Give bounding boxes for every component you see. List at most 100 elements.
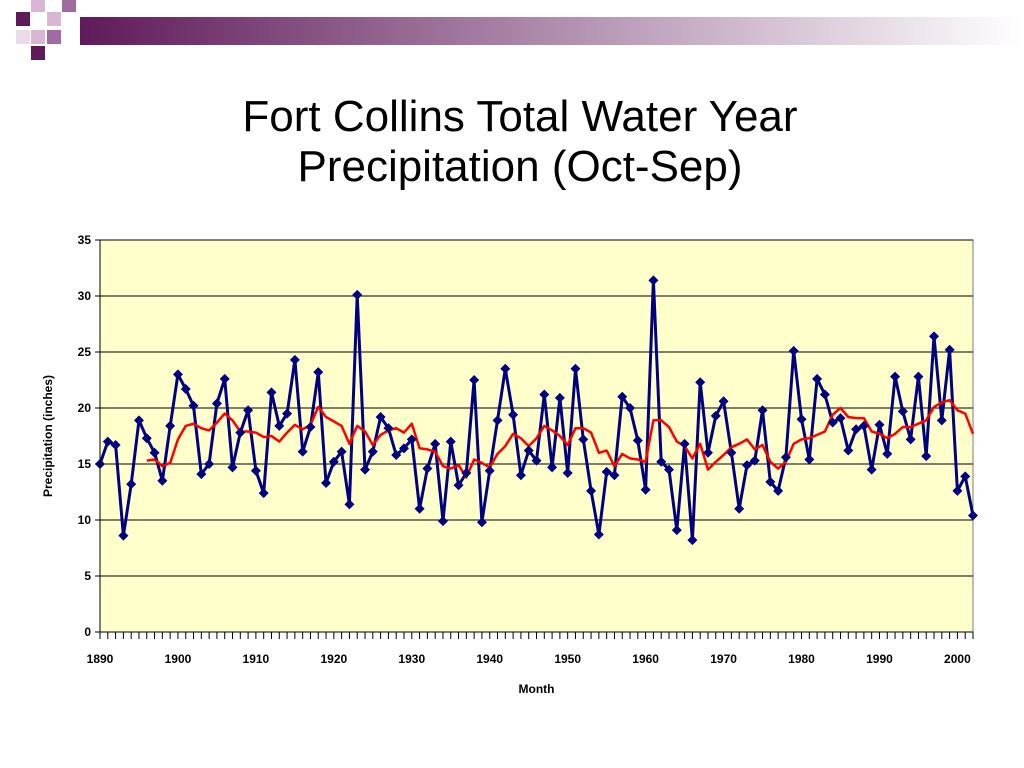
slide-decoration (16, 0, 1024, 60)
x-tick-label: 1960 (632, 652, 659, 666)
data-point-marker (476, 517, 487, 528)
data-point-marker (827, 417, 838, 428)
data-point-marker (406, 434, 417, 445)
data-point-marker (851, 424, 862, 435)
data-point-marker (188, 400, 199, 411)
data-point-marker (819, 389, 830, 400)
y-tick-label: 35 (78, 233, 92, 247)
slide-title: Fort Collins Total Water Year Precipitat… (150, 92, 890, 192)
data-point-marker (110, 439, 121, 450)
data-point-marker (235, 427, 246, 438)
data-point-marker (430, 438, 441, 449)
data-point-marker (266, 387, 277, 398)
x-tick-label: 1910 (243, 652, 270, 666)
data-point-marker (258, 488, 269, 499)
y-axis-tick-labels: 0 5 10 15 20 25 30 35 (78, 233, 100, 639)
data-point-marker (897, 406, 908, 417)
series-layer (95, 275, 978, 546)
y-axis-title: Precipitation (inches) (41, 375, 55, 497)
data-point-marker (960, 471, 971, 482)
x-axis-tick-labels: 1890 1900 1910 1920 1930 1940 1950 1960 1970 1980… (87, 652, 971, 666)
x-axis-title: Month (519, 682, 555, 696)
data-point-marker (812, 373, 823, 384)
data-point-marker (297, 446, 308, 457)
x-axis-ticks (99, 632, 974, 639)
y-tick-label: 10 (78, 513, 92, 527)
data-point-marker (843, 445, 854, 456)
x-tick-label: 1890 (87, 652, 114, 666)
x-tick-label: 1900 (165, 652, 192, 666)
data-point-marker (328, 456, 339, 467)
data-point-marker (352, 289, 363, 300)
data-point-marker (547, 462, 558, 473)
data-point-marker (118, 530, 129, 541)
data-point-marker (796, 414, 807, 425)
data-point-marker (250, 465, 261, 476)
data-point-marker (671, 525, 682, 536)
data-point-marker (126, 479, 137, 490)
data-point-marker (913, 371, 924, 382)
data-point-marker (780, 452, 791, 463)
data-point-marker (422, 463, 433, 474)
data-point-marker (469, 375, 480, 385)
data-point-marker (835, 413, 846, 424)
data-point-marker (398, 443, 409, 454)
data-point-marker (648, 275, 659, 286)
data-point-marker (149, 447, 160, 458)
data-point-marker (929, 331, 940, 342)
data-point-marker (508, 409, 519, 420)
data-point-marker (874, 419, 885, 430)
data-point-marker (219, 373, 230, 384)
data-point-marker (204, 459, 215, 469)
data-point-marker (702, 447, 713, 458)
data-point-marker (710, 410, 721, 421)
data-point-marker (414, 503, 425, 514)
data-point-marker (664, 464, 675, 475)
data-point-marker (274, 420, 285, 431)
data-point-marker (336, 446, 347, 457)
data-point-marker (578, 434, 589, 445)
data-point-marker (656, 456, 667, 467)
y-tick-label: 15 (78, 457, 92, 471)
data-point-marker (282, 408, 293, 419)
data-point-marker (968, 510, 978, 521)
data-point-marker (492, 415, 503, 426)
y-tick-label: 30 (78, 289, 92, 303)
data-point-marker (890, 371, 901, 382)
deco-square (62, 0, 76, 12)
data-point-marker (952, 485, 963, 496)
deco-square (47, 30, 61, 44)
data-point-marker (313, 367, 324, 378)
data-point-marker (601, 466, 612, 477)
data-point-marker (687, 535, 698, 546)
data-point-marker (500, 363, 511, 374)
data-point-marker (734, 503, 745, 514)
data-point-marker (227, 462, 238, 473)
data-point-marker (905, 434, 916, 445)
data-point-marker (344, 499, 355, 510)
y-tick-label: 0 (84, 625, 91, 639)
deco-square (31, 0, 45, 12)
data-point-marker (289, 354, 300, 365)
slide-title-line-2: Precipitation (Oct-Sep) (297, 142, 743, 191)
data-point-marker (944, 344, 955, 355)
x-tick-label: 1970 (710, 652, 737, 666)
data-point-marker (554, 392, 565, 403)
x-tick-label: 1980 (788, 652, 815, 666)
data-point-marker (586, 485, 597, 496)
data-point-marker (321, 478, 332, 489)
data-point-marker (882, 448, 893, 459)
data-point-marker (695, 377, 706, 388)
data-point-marker (765, 476, 776, 487)
data-point-marker (757, 405, 768, 416)
data-point-marker (921, 451, 932, 462)
data-point-marker (391, 450, 402, 461)
data-point-marker (741, 460, 752, 471)
data-point-marker (102, 436, 113, 447)
data-point-marker (180, 383, 191, 394)
data-point-marker (632, 435, 643, 446)
moving-average-line (146, 398, 975, 479)
data-point-marker (617, 391, 628, 402)
data-point-marker (562, 467, 573, 478)
